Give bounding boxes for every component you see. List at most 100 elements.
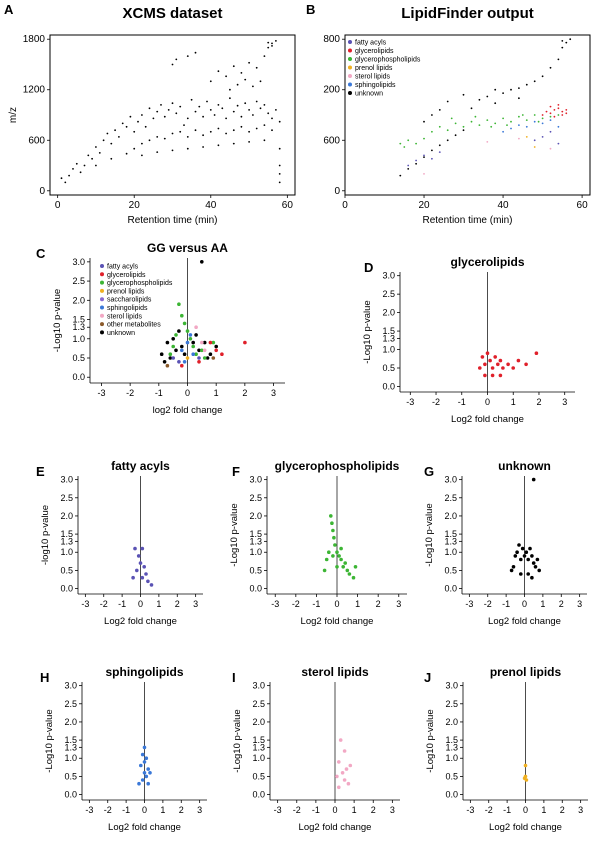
- legend-marker: [348, 65, 352, 70]
- x-tick-label: -2: [485, 805, 493, 815]
- data-point: [194, 333, 198, 337]
- data-point: [217, 70, 220, 73]
- data-point: [557, 104, 560, 106]
- y-tick-label: 3.0: [249, 475, 262, 485]
- y-tick-label: 2.5: [64, 699, 77, 709]
- y-tick-label: 0.0: [60, 584, 73, 594]
- data-point: [346, 781, 351, 786]
- legend-marker: [348, 57, 352, 61]
- data-point: [191, 352, 195, 357]
- data-point: [490, 366, 495, 370]
- data-point: [335, 774, 339, 779]
- data-point: [537, 568, 541, 573]
- y-tick-label: 1.5: [444, 529, 457, 539]
- x-tick-label: 0: [342, 200, 348, 211]
- panel-label: J: [424, 670, 431, 685]
- data-point: [248, 141, 251, 143]
- data-point: [68, 174, 70, 177]
- data-point: [271, 129, 273, 132]
- data-point: [339, 557, 343, 562]
- data-point: [478, 98, 481, 101]
- data-point: [271, 117, 273, 120]
- y-tick-label: 2.0: [252, 717, 265, 727]
- x-tick-label: 40: [205, 200, 217, 211]
- x-axis-label: Retention time (min): [422, 215, 512, 226]
- data-point: [335, 550, 339, 554]
- data-point: [519, 557, 523, 562]
- data-point: [518, 87, 520, 89]
- data-point: [194, 51, 197, 54]
- data-point: [263, 104, 266, 106]
- data-point: [225, 117, 228, 120]
- data-point: [523, 763, 528, 768]
- data-point: [248, 109, 251, 111]
- data-point: [146, 767, 150, 771]
- data-point: [490, 373, 495, 378]
- data-point: [202, 356, 207, 360]
- data-point: [541, 114, 544, 116]
- data-point: [79, 171, 82, 174]
- y-tick-label: 3.0: [444, 475, 457, 485]
- data-point: [197, 348, 201, 353]
- data-point: [140, 575, 145, 580]
- y-tick-label: 2.0: [445, 717, 458, 727]
- x-axis-label: Log2 fold change: [489, 822, 562, 833]
- data-point: [493, 355, 498, 359]
- data-point: [348, 763, 353, 768]
- data-point: [515, 550, 519, 554]
- data-point: [202, 348, 207, 353]
- data-point: [60, 177, 63, 180]
- data-point: [165, 340, 170, 345]
- y-tick-label: 200: [323, 85, 340, 96]
- data-point: [175, 58, 178, 61]
- x-tick-label: -1: [312, 805, 320, 815]
- plot-frame: [344, 34, 591, 196]
- data-point: [64, 181, 67, 184]
- data-point: [259, 107, 262, 110]
- data-point: [267, 41, 270, 44]
- y-tick-label: 1200: [23, 85, 46, 96]
- chart-title: glycerophospholipids: [275, 459, 400, 473]
- data-point: [431, 130, 433, 133]
- legend-marker: [100, 297, 104, 302]
- data-point: [561, 46, 564, 49]
- data-point: [180, 363, 184, 368]
- data-point: [483, 373, 487, 378]
- x-tick-label: 0: [523, 805, 528, 815]
- data-point: [534, 351, 539, 356]
- data-point: [462, 125, 465, 128]
- x-tick-label: 60: [282, 200, 294, 211]
- data-point: [531, 477, 536, 482]
- data-point: [144, 774, 149, 779]
- y-tick-label: 0.5: [445, 771, 458, 781]
- data-point: [98, 152, 101, 154]
- data-point: [498, 358, 503, 363]
- x-axis-label: Log2 fold change: [299, 822, 372, 833]
- panel-label: D: [364, 260, 373, 275]
- data-point: [502, 117, 504, 120]
- data-point: [198, 105, 201, 108]
- data-point: [225, 75, 228, 78]
- data-point: [194, 129, 197, 132]
- y-tick-label: 0: [39, 186, 45, 197]
- data-point: [75, 162, 78, 165]
- y-tick-label: 3.0: [60, 475, 73, 485]
- data-point: [186, 55, 189, 57]
- y-tick-label: 0: [334, 186, 340, 197]
- data-point: [533, 146, 536, 148]
- data-point: [91, 157, 93, 160]
- data-point: [95, 146, 97, 148]
- y-tick-label: 0.5: [72, 353, 85, 363]
- data-point: [180, 313, 184, 318]
- data-point: [480, 355, 485, 359]
- data-point: [102, 139, 105, 142]
- y-tick-label: 1.3: [445, 742, 458, 752]
- x-tick-label: 2: [560, 805, 565, 815]
- y-tick-label: 1.0: [382, 345, 395, 355]
- data-point: [191, 344, 195, 349]
- data-point: [340, 771, 345, 775]
- data-point: [200, 260, 204, 264]
- data-point: [175, 112, 178, 115]
- data-point: [526, 557, 530, 562]
